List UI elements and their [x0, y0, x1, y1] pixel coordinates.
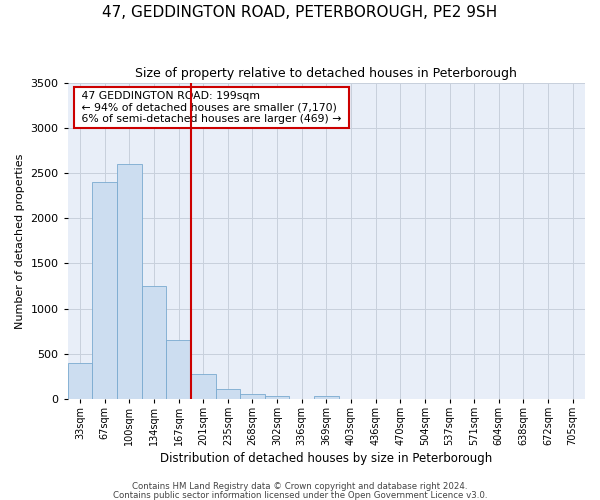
Bar — [166, 340, 191, 398]
Y-axis label: Number of detached properties: Number of detached properties — [15, 153, 25, 328]
Bar — [191, 374, 215, 398]
Bar — [240, 394, 265, 398]
Bar — [117, 164, 142, 398]
Bar — [215, 390, 240, 398]
Text: Contains HM Land Registry data © Crown copyright and database right 2024.: Contains HM Land Registry data © Crown c… — [132, 482, 468, 491]
Bar — [142, 286, 166, 399]
Bar — [68, 362, 92, 398]
Text: 47 GEDDINGTON ROAD: 199sqm
 ← 94% of detached houses are smaller (7,170)
 6% of : 47 GEDDINGTON ROAD: 199sqm ← 94% of deta… — [78, 91, 345, 124]
Bar — [314, 396, 338, 398]
Title: Size of property relative to detached houses in Peterborough: Size of property relative to detached ho… — [136, 68, 517, 80]
Bar — [92, 182, 117, 398]
Text: 47, GEDDINGTON ROAD, PETERBOROUGH, PE2 9SH: 47, GEDDINGTON ROAD, PETERBOROUGH, PE2 9… — [103, 5, 497, 20]
Text: Contains public sector information licensed under the Open Government Licence v3: Contains public sector information licen… — [113, 490, 487, 500]
Bar — [265, 396, 289, 398]
X-axis label: Distribution of detached houses by size in Peterborough: Distribution of detached houses by size … — [160, 452, 493, 465]
